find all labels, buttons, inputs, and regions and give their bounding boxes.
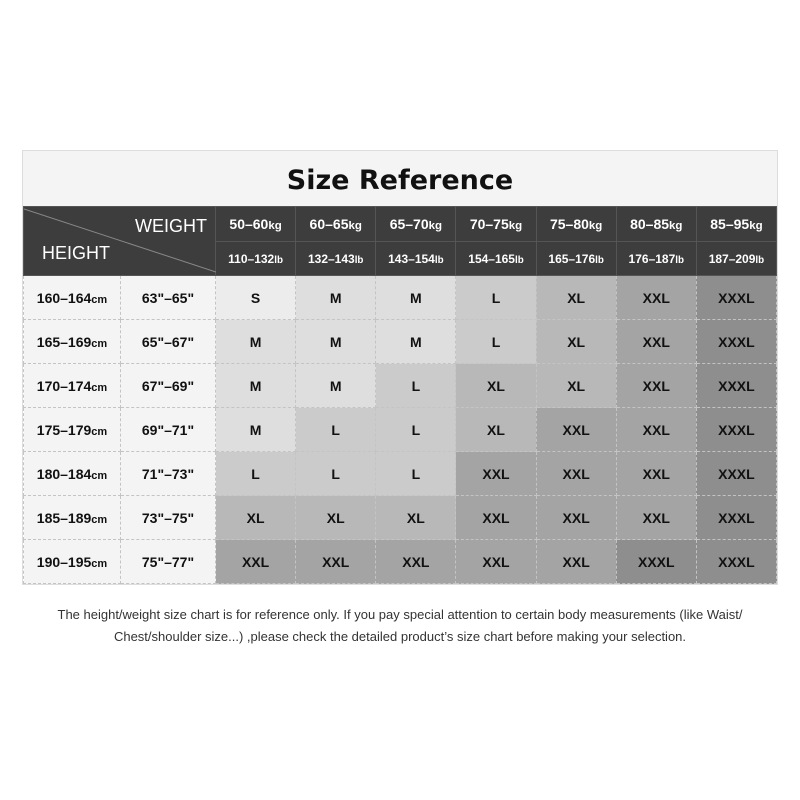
- size-cell: L: [455, 319, 537, 364]
- size-cell: M: [295, 319, 377, 364]
- weight-lb-header: 110–132lb: [214, 241, 297, 276]
- size-cell: XXXL: [695, 407, 778, 452]
- size-cell: XXL: [615, 495, 697, 540]
- chart-title: Size Reference: [23, 151, 777, 206]
- size-cell: XXL: [535, 407, 617, 452]
- weight-kg-header: 70–75kg: [455, 206, 537, 242]
- height-cm-cell: 165–169cm: [23, 319, 121, 364]
- size-cell: XL: [535, 363, 617, 408]
- size-cell: XXL: [615, 407, 697, 452]
- size-cell: L: [214, 451, 297, 496]
- height-cm-cell: 170–174cm: [23, 363, 121, 408]
- size-cell: XXXL: [695, 451, 778, 496]
- height-inch-cell: 63"–65": [120, 275, 216, 320]
- size-cell: XL: [535, 319, 617, 364]
- corner-header: WEIGHT HEIGHT: [23, 206, 216, 276]
- table-row: 190–195cm 75"–77" XXL XXL XXL XXL XXL XXXL XXXL: [23, 539, 778, 584]
- height-cm-cell: 180–184cm: [23, 451, 121, 496]
- size-cell: XL: [455, 407, 537, 452]
- size-cell: XL: [535, 275, 617, 320]
- size-cell: M: [375, 319, 457, 364]
- height-inch-cell: 69"–71": [120, 407, 216, 452]
- weight-kg-header: 85–95kg: [695, 206, 778, 242]
- height-inch-cell: 71"–73": [120, 451, 216, 496]
- size-cell: XXXL: [615, 539, 697, 584]
- note-line-2: Chest/shoulder size...) ,please check th…: [113, 629, 687, 644]
- size-cell: L: [375, 451, 457, 496]
- weight-lb-header: 176–187lb: [615, 241, 697, 276]
- size-cell: XXXL: [695, 539, 778, 584]
- size-cell: XXL: [295, 539, 377, 584]
- size-cell: M: [375, 275, 457, 320]
- weight-label: WEIGHT: [135, 216, 207, 236]
- size-cell: XXL: [615, 275, 697, 320]
- table-row: 170–174cm 67"–69" M M L XL XL XXL XXXL: [23, 363, 778, 408]
- size-cell: M: [295, 363, 377, 408]
- weight-kg-header: 65–70kg: [375, 206, 457, 242]
- table-row: 175–179cm 69"–71" M L L XL XXL XXL XXXL: [23, 407, 778, 452]
- size-cell: XXL: [615, 363, 697, 408]
- size-cell: XXL: [535, 451, 617, 496]
- size-chart: Size Reference WEIGHT HEIGHT 50–60kg 60–6…: [22, 150, 778, 585]
- size-cell: XXL: [455, 495, 537, 540]
- size-table: WEIGHT HEIGHT 50–60kg 60–65kg 65–70kg 70–75…: [23, 206, 778, 584]
- size-cell: XXXL: [695, 495, 778, 540]
- size-cell: L: [295, 451, 377, 496]
- weight-kg-header: 80–85kg: [615, 206, 697, 242]
- size-cell: M: [295, 275, 377, 320]
- size-cell: XXXL: [695, 275, 778, 320]
- size-cell: XXL: [535, 495, 617, 540]
- weight-lb-header: 154–165lb: [455, 241, 537, 276]
- height-inch-cell: 75"–77": [120, 539, 216, 584]
- weight-lb-header: 165–176lb: [535, 241, 617, 276]
- height-label: HEIGHT: [42, 243, 111, 263]
- weight-lb-header: 187–209lb: [695, 241, 778, 276]
- size-cell: XXL: [535, 539, 617, 584]
- size-cell: M: [214, 407, 297, 452]
- size-cell: XXL: [375, 539, 457, 584]
- size-cell: XXL: [455, 451, 537, 496]
- height-cm-cell: 190–195cm: [23, 539, 121, 584]
- weight-lb-header: 143–154lb: [375, 241, 457, 276]
- size-cell: XXXL: [695, 363, 778, 408]
- table-row: 180–184cm 71"–73" L L L XXL XXL XXL XXXL: [23, 451, 778, 496]
- size-cell: XL: [455, 363, 537, 408]
- table-row: 185–189cm 73"–75" XL XL XL XXL XXL XXL XXXL: [23, 495, 778, 540]
- size-cell: XXL: [214, 539, 297, 584]
- size-cell: XL: [295, 495, 377, 540]
- size-cell: XL: [214, 495, 297, 540]
- note-line-1: The height/weight size chart is for refe…: [57, 607, 743, 622]
- size-cell: L: [375, 407, 457, 452]
- size-cell: XXL: [455, 539, 537, 584]
- size-cell: M: [214, 319, 297, 364]
- size-cell: L: [295, 407, 377, 452]
- weight-kg-header: 50–60kg: [214, 206, 297, 242]
- weight-kg-header: 75–80kg: [535, 206, 617, 242]
- table-row: 160–164cm 63"–65" S M M L XL XXL XXXL: [23, 275, 778, 320]
- size-cell: L: [455, 275, 537, 320]
- size-cell: XXL: [615, 451, 697, 496]
- height-inch-cell: 73"–75": [120, 495, 216, 540]
- table-row: 165–169cm 65"–67" M M M L XL XXL XXXL: [23, 319, 778, 364]
- size-cell: XXL: [615, 319, 697, 364]
- weight-lb-header: 132–143lb: [295, 241, 377, 276]
- size-cell: XXXL: [695, 319, 778, 364]
- height-cm-cell: 185–189cm: [23, 495, 121, 540]
- disclaimer-note: The height/weight size chart is for refe…: [0, 604, 800, 648]
- height-inch-cell: 65"–67": [120, 319, 216, 364]
- diagonal-divider: [24, 208, 216, 273]
- height-cm-cell: 160–164cm: [23, 275, 121, 320]
- height-cm-cell: 175–179cm: [23, 407, 121, 452]
- height-inch-cell: 67"–69": [120, 363, 216, 408]
- size-cell: M: [214, 363, 297, 408]
- size-cell: XL: [375, 495, 457, 540]
- size-cell: L: [375, 363, 457, 408]
- size-cell: S: [214, 275, 297, 320]
- weight-kg-header: 60–65kg: [295, 206, 377, 242]
